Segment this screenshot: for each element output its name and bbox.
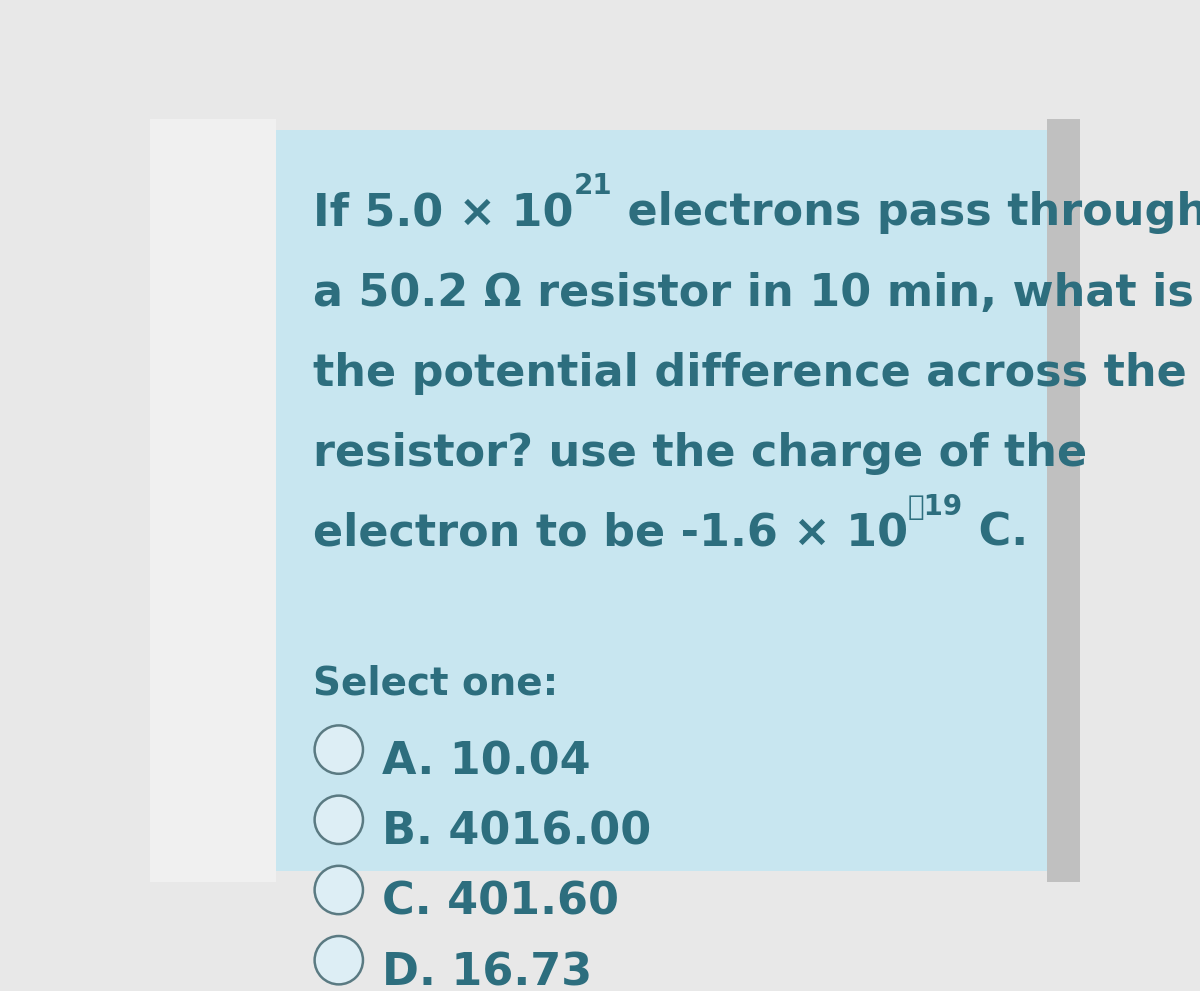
- Text: Select one:: Select one:: [313, 664, 558, 703]
- Text: a 50.2 Ω resistor in 10 min, what is: a 50.2 Ω resistor in 10 min, what is: [313, 272, 1194, 314]
- Bar: [276, 131, 1048, 870]
- Text: A. 10.04: A. 10.04: [383, 740, 592, 784]
- Text: electrons pass through: electrons pass through: [612, 191, 1200, 235]
- Ellipse shape: [314, 725, 362, 774]
- Text: electron to be -1.6 × 10: electron to be -1.6 × 10: [313, 512, 908, 555]
- Text: 21: 21: [574, 172, 612, 200]
- Text: the potential difference across the: the potential difference across the: [313, 352, 1187, 394]
- Text: resistor? use the charge of the: resistor? use the charge of the: [313, 432, 1087, 475]
- Text: ⁲19: ⁲19: [908, 493, 964, 520]
- Ellipse shape: [314, 796, 362, 844]
- Text: D. 16.73: D. 16.73: [383, 951, 593, 991]
- Ellipse shape: [314, 866, 362, 914]
- Bar: [1048, 119, 1080, 882]
- Text: B. 4016.00: B. 4016.00: [383, 811, 652, 853]
- Ellipse shape: [314, 936, 362, 984]
- Text: C. 401.60: C. 401.60: [383, 881, 619, 924]
- Bar: [150, 119, 276, 882]
- Text: If 5.0 × 10: If 5.0 × 10: [313, 191, 574, 235]
- Text: C.: C.: [964, 512, 1028, 555]
